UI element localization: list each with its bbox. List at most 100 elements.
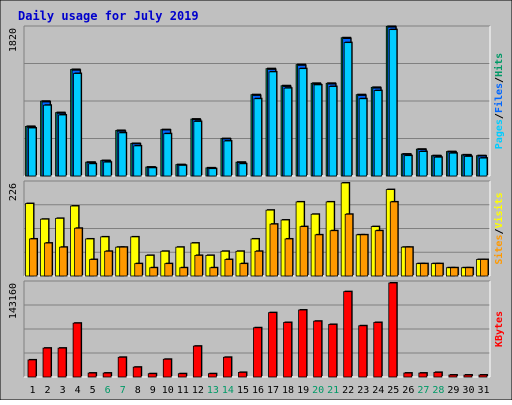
kbytes-bar xyxy=(478,374,488,378)
kbytes-bar xyxy=(418,372,428,378)
x-tick-label: 13 xyxy=(207,385,219,396)
x-tick-label: 5 xyxy=(90,385,96,396)
legend-hits: Hits xyxy=(493,53,505,77)
sites-bar xyxy=(74,227,83,277)
sites-bar xyxy=(389,201,399,277)
kbytes-bar xyxy=(433,372,443,378)
pages-bar xyxy=(433,156,443,177)
kbytes-bar xyxy=(358,325,368,378)
x-tick-label: 9 xyxy=(150,385,156,396)
pages-bar xyxy=(208,168,217,177)
x-tick-label: 18 xyxy=(282,385,294,396)
sites-bar xyxy=(329,230,339,277)
pages-bar xyxy=(268,71,277,177)
x-tick-label: 16 xyxy=(252,385,264,396)
x-tick-label: 30 xyxy=(462,385,474,396)
x-tick-label: 21 xyxy=(327,385,339,396)
x-tick-label: 20 xyxy=(312,385,324,396)
x-tick-label: 15 xyxy=(237,385,249,396)
pages-bar xyxy=(58,114,67,177)
x-tick-label: 26 xyxy=(402,385,414,396)
sites-bar xyxy=(134,263,143,277)
pages-bar xyxy=(283,87,292,177)
kbytes-bar xyxy=(238,372,247,378)
pages-bar xyxy=(449,152,458,177)
sites-bar xyxy=(104,250,113,277)
pages-bar xyxy=(373,90,383,177)
kbytes-bar xyxy=(403,372,413,378)
sites-bar xyxy=(480,259,489,277)
legend-pages: Pages xyxy=(494,119,505,149)
pages-bar xyxy=(313,84,323,177)
kbytes-bar xyxy=(223,356,232,378)
x-tick-label: 31 xyxy=(477,385,489,396)
hits-files-pages-ymax-label: 1820 xyxy=(8,28,19,52)
kbytes-panel: 143160 KBytes xyxy=(8,280,505,378)
sites-bar xyxy=(149,267,158,277)
kbytes-bar xyxy=(463,374,473,378)
x-tick-label: 22 xyxy=(342,385,354,396)
kbytes-bar xyxy=(162,358,172,378)
pages-bar xyxy=(193,121,202,177)
x-tick-label: 29 xyxy=(447,385,459,396)
x-tick-label: 11 xyxy=(177,385,189,396)
sites-bar xyxy=(254,250,263,277)
kbytes-legend: KBytes xyxy=(494,311,505,347)
pages-bar xyxy=(103,161,112,177)
x-tick-label: 1 xyxy=(30,385,36,396)
pages-bar xyxy=(178,165,187,177)
sites-bar xyxy=(119,246,128,277)
kbytes-bar xyxy=(177,373,187,378)
kbytes-bar xyxy=(87,372,97,378)
legend-kbytes: KBytes xyxy=(494,311,505,347)
legend-sep1: / xyxy=(494,113,505,119)
chart-title: Daily usage for July 2019 xyxy=(18,9,199,23)
pages-bar xyxy=(298,68,307,177)
pages-bar xyxy=(28,127,37,177)
pages-bar xyxy=(403,155,413,177)
kbytes-bar xyxy=(42,347,52,378)
pages-bar xyxy=(88,163,97,177)
sites-bar xyxy=(239,263,248,277)
x-tick-label: 25 xyxy=(387,385,399,396)
kbytes-bar xyxy=(57,347,67,378)
x-tick-label: 17 xyxy=(267,385,279,396)
x-tick-label: 12 xyxy=(192,385,204,396)
kbytes-bar xyxy=(102,372,112,378)
legend-sites: Sites xyxy=(493,235,505,265)
sites-bar xyxy=(314,234,324,277)
sites-bar xyxy=(419,263,429,277)
x-tick-label: 14 xyxy=(222,385,234,396)
sites-bar xyxy=(224,259,233,277)
visits-sites-ymax-label: 226 xyxy=(8,183,19,201)
legend-sep2: / xyxy=(494,77,505,83)
sites-bar xyxy=(164,263,173,277)
x-tick-label: 3 xyxy=(60,385,66,396)
pages-bar xyxy=(479,157,488,177)
pages-bar xyxy=(418,151,428,177)
pages-bar xyxy=(343,42,353,177)
sites-bar xyxy=(344,213,354,277)
x-tick-label: 10 xyxy=(162,385,174,396)
sites-bar xyxy=(44,242,53,277)
x-tick-label: 19 xyxy=(297,385,309,396)
pages-bar xyxy=(73,73,82,177)
kbytes-bar xyxy=(207,373,217,378)
sites-bar xyxy=(194,255,203,277)
sites-bar xyxy=(299,226,308,277)
kbytes-bar xyxy=(253,327,262,378)
kbytes-bar xyxy=(388,282,398,378)
sites-bar xyxy=(359,234,369,277)
kbytes-ymax-label: 143160 xyxy=(8,283,19,319)
kbytes-bar xyxy=(117,356,127,378)
pages-bar xyxy=(388,29,398,177)
kbytes-bar xyxy=(448,374,458,378)
kbytes-bar xyxy=(283,322,292,378)
pages-bar xyxy=(328,86,338,177)
pages-bar xyxy=(148,167,157,177)
kbytes-bar xyxy=(268,312,277,378)
x-tick-label: 7 xyxy=(120,385,126,396)
x-tick-label: 24 xyxy=(372,385,384,396)
x-tick-label: 8 xyxy=(135,385,141,396)
